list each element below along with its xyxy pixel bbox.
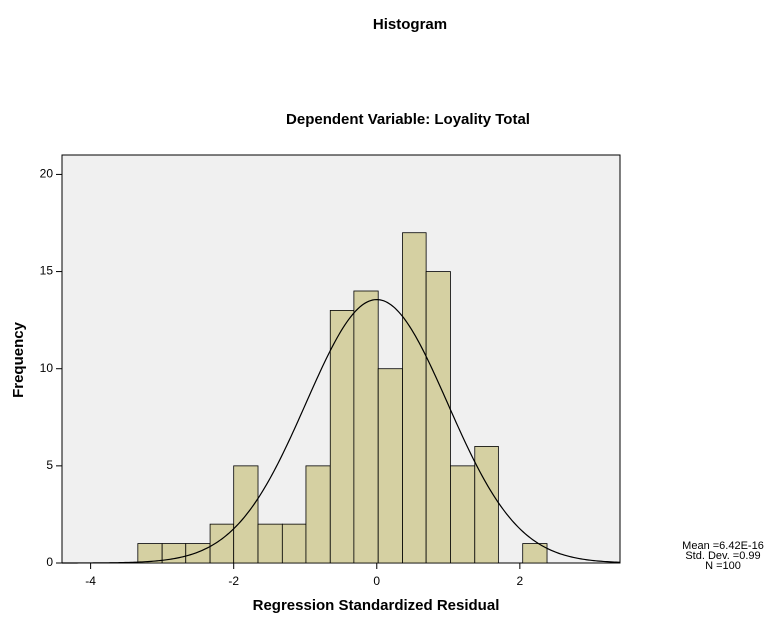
y-tick-label: 15	[40, 264, 54, 278]
y-axis-label: Frequency	[10, 321, 27, 398]
chart-title: Histogram	[373, 16, 447, 33]
bar	[257, 523, 283, 564]
y-tick-label: 20	[40, 167, 54, 181]
y-tick-label: 5	[46, 458, 53, 472]
bar	[281, 523, 307, 564]
x-tick-label: 2	[517, 574, 524, 588]
bar	[522, 543, 548, 564]
y-tick-label: 0	[46, 555, 53, 569]
bar	[185, 543, 211, 564]
stat-label: Std. Dev. =0.99	[685, 550, 760, 562]
x-tick-label: -4	[85, 574, 96, 588]
stat-label: Mean =6.42E-16	[682, 540, 764, 552]
x-axis-label: Regression Standardized Residual	[253, 597, 500, 614]
bar	[402, 232, 427, 564]
y-tick-label: 10	[40, 361, 54, 375]
bar	[209, 523, 235, 564]
bar	[137, 543, 163, 564]
bar	[329, 310, 355, 564]
bar	[474, 446, 499, 564]
x-tick-label: -2	[228, 574, 239, 588]
x-tick-label: 0	[373, 574, 380, 588]
stat-label: N =100	[705, 560, 741, 572]
normal-curve	[61, 298, 621, 564]
bar	[425, 271, 451, 564]
chart-subtitle: Dependent Variable: Loyality Total	[286, 111, 530, 128]
bar	[305, 465, 331, 564]
bar	[450, 465, 476, 564]
bar	[353, 290, 379, 564]
bar	[377, 368, 403, 564]
